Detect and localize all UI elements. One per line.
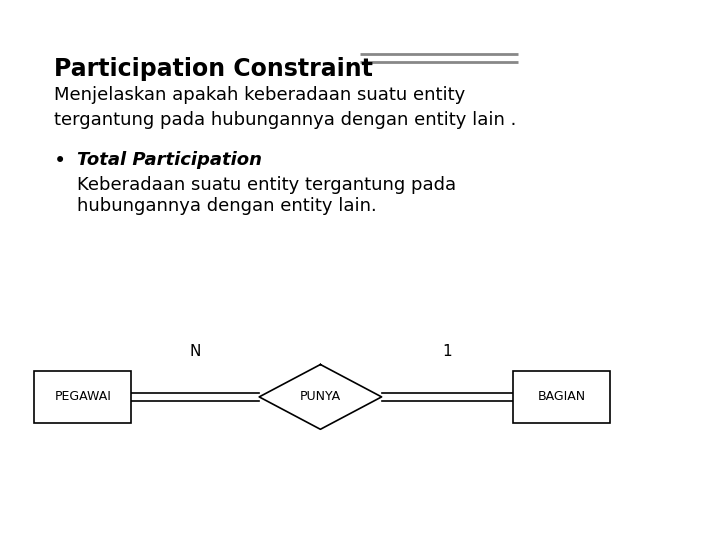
Text: N: N [189,343,201,359]
Polygon shape [259,364,382,429]
Text: PEGAWAI: PEGAWAI [55,390,111,403]
Text: PUNYA: PUNYA [300,390,341,403]
Text: tergantung pada hubungannya dengan entity lain .: tergantung pada hubungannya dengan entit… [54,111,516,129]
Text: •: • [54,151,66,171]
Text: 1: 1 [443,343,452,359]
Text: Keberadaan suatu entity tergantung pada: Keberadaan suatu entity tergantung pada [77,176,456,193]
Text: hubungannya dengan entity lain.: hubungannya dengan entity lain. [77,197,377,215]
Bar [513,372,611,422]
Text: Participation Constraint: Participation Constraint [54,57,373,80]
Text: BAGIAN: BAGIAN [538,390,585,403]
Text: Total Participation: Total Participation [77,151,262,169]
Text: Menjelaskan apakah keberadaan suatu entity: Menjelaskan apakah keberadaan suatu enti… [54,86,465,104]
Bar [35,372,132,422]
